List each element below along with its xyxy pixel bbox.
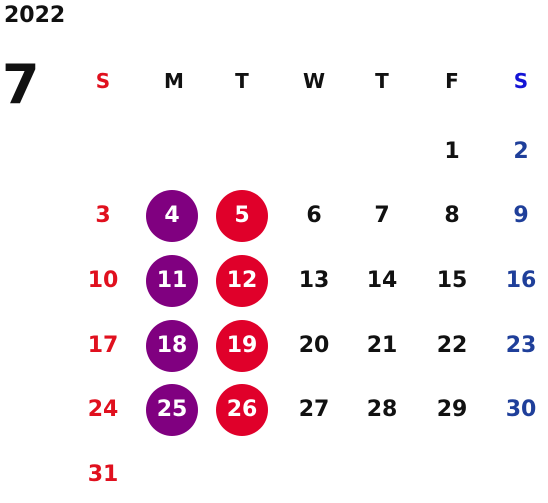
- day-cell[interactable]: 27: [298, 397, 330, 422]
- day-cell[interactable]: 29: [436, 397, 468, 422]
- day-cell-highlighted[interactable]: 5: [216, 190, 268, 242]
- weekday-monday: M: [164, 69, 184, 93]
- month-label: 7: [2, 53, 40, 116]
- day-cell[interactable]: 2: [513, 139, 529, 164]
- day-cell[interactable]: 22: [436, 333, 468, 358]
- day-cell[interactable]: 23: [505, 333, 537, 358]
- day-cell-highlighted[interactable]: 26: [216, 384, 268, 436]
- day-cell[interactable]: 3: [95, 203, 111, 228]
- day-cell-highlighted[interactable]: 4: [146, 190, 198, 242]
- weekday-tuesday: T: [235, 69, 249, 93]
- day-cell[interactable]: 8: [444, 203, 460, 228]
- day-cell[interactable]: 31: [87, 462, 119, 487]
- day-cell[interactable]: 15: [436, 268, 468, 293]
- day-cell[interactable]: 1: [444, 139, 460, 164]
- day-cell[interactable]: 17: [87, 333, 119, 358]
- day-cell-highlighted[interactable]: 12: [216, 255, 268, 307]
- day-cell-highlighted[interactable]: 18: [146, 320, 198, 372]
- day-cell-highlighted[interactable]: 11: [146, 255, 198, 307]
- day-cell[interactable]: 24: [87, 397, 119, 422]
- weekday-friday: F: [445, 69, 459, 93]
- day-cell[interactable]: 28: [366, 397, 398, 422]
- day-cell[interactable]: 14: [366, 268, 398, 293]
- day-cell[interactable]: 9: [513, 203, 529, 228]
- day-cell[interactable]: 10: [87, 268, 119, 293]
- day-cell-highlighted[interactable]: 19: [216, 320, 268, 372]
- weekday-thursday: T: [375, 69, 389, 93]
- weekday-sunday: S: [95, 69, 111, 93]
- day-cell[interactable]: 30: [505, 397, 537, 422]
- day-cell[interactable]: 21: [366, 333, 398, 358]
- weekday-wednesday: W: [302, 69, 326, 93]
- year-label: 2022: [4, 3, 66, 28]
- day-cell[interactable]: 20: [298, 333, 330, 358]
- day-cell[interactable]: 6: [306, 203, 322, 228]
- day-cell[interactable]: 16: [505, 268, 537, 293]
- day-cell[interactable]: 13: [298, 268, 330, 293]
- day-cell-highlighted[interactable]: 25: [146, 384, 198, 436]
- day-cell[interactable]: 7: [374, 203, 390, 228]
- weekday-saturday: S: [513, 69, 529, 93]
